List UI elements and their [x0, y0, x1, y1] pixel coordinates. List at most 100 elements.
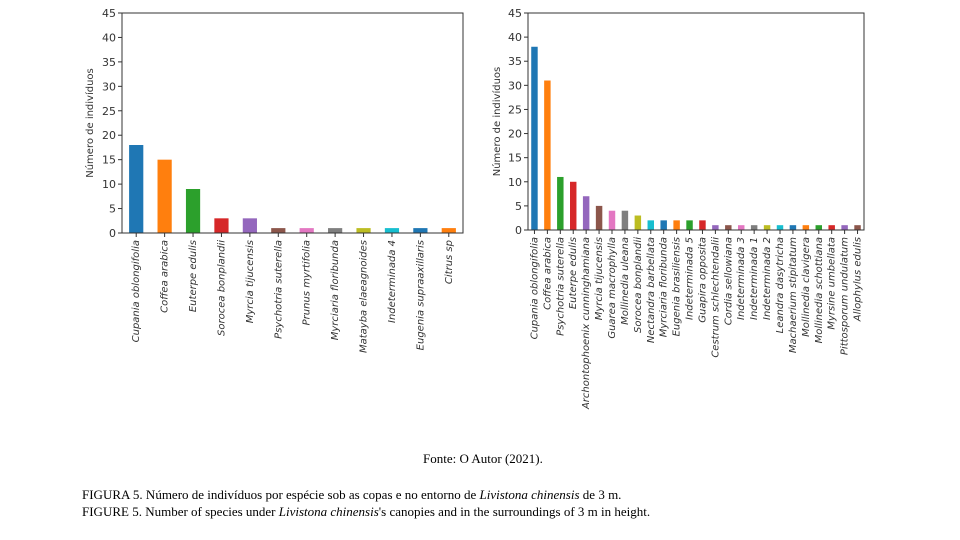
- y-tick-label-1-8: 35: [102, 56, 116, 69]
- x-tick-label-2-7: Guarea macrophylla: [607, 237, 618, 339]
- caption-en-species: Livistona chinensis: [278, 504, 379, 519]
- bar-1-5: [242, 218, 257, 233]
- x-tick-label-2-13: Indeterminada 5: [685, 237, 696, 320]
- y-tick-label-2-7: 30: [508, 79, 522, 92]
- x-tick-label-2-12: Eugenia brasiliensis: [672, 237, 683, 336]
- y-tick-label-1-10: 45: [102, 7, 116, 20]
- x-tick-label-2-26: Allophylus edulis: [853, 237, 864, 322]
- y-tick-label-2-1: 0: [515, 224, 522, 237]
- x-tick-label-2-8: Mollinedia uleana: [620, 237, 631, 325]
- caption-en-after: 's canopies and in the surroundings of 3…: [378, 504, 651, 519]
- y-tick-label-2-4: 15: [508, 152, 522, 165]
- axes-frame-1: [121, 12, 464, 234]
- bar-2-11: [660, 220, 667, 230]
- bar-2-22: [802, 225, 810, 230]
- bar-2-16: [725, 225, 732, 230]
- x-tick-label-1-8: Myrciaria floribunda: [330, 240, 341, 340]
- caption-en-before: FIGURE 5. Number of species under: [82, 504, 279, 519]
- x-tick-label-2-24: Myrsine umbellata: [827, 237, 838, 330]
- bar-2-23: [815, 225, 822, 230]
- bar-2-8: [621, 210, 629, 230]
- bar-1-1: [129, 145, 144, 233]
- bar-1-9: [356, 228, 371, 233]
- x-tick-label-2-17: Indeterminada 3: [736, 237, 747, 320]
- x-tick-label-1-3: Euterpe edulis: [188, 240, 199, 312]
- bar-1-7: [299, 228, 314, 233]
- bar-2-12: [673, 220, 680, 230]
- x-tick-label-2-1: Cupania oblongifolia: [529, 237, 540, 339]
- x-tick-label-1-4: Sorocea bonplandii: [216, 240, 227, 336]
- x-tick-label-2-11: Myrciaria floribunda: [659, 237, 670, 337]
- bar-2-18: [750, 225, 758, 230]
- x-tick-label-2-22: Mollinedia clavigera: [801, 237, 812, 337]
- bar-1-2: [157, 159, 172, 233]
- bar-1-4: [214, 218, 229, 233]
- caption-pt-species: Livistona chinensis: [479, 487, 580, 502]
- caption-english: FIGURE 5. Number of species under Livist…: [82, 504, 650, 520]
- x-tick-label-2-16: Cordia sellowiana: [723, 237, 734, 325]
- caption-pt-after: de 3 m.: [579, 487, 622, 502]
- y-tick-label-1-3: 10: [102, 178, 116, 191]
- bar-1-3: [185, 189, 201, 233]
- y-tick-label-2-10: 45: [508, 7, 522, 20]
- x-tick-label-2-2: Coffea arabica: [542, 237, 553, 310]
- x-tick-label-1-2: Coffea arabica: [160, 240, 171, 313]
- x-tick-label-2-21: Machaerium stipitatum: [788, 237, 799, 353]
- x-tick-label-2-25: Pittosporum undulatum: [840, 237, 851, 355]
- x-tick-label-2-5: Archontophoenix cunninghamiana: [581, 237, 592, 410]
- y-tick-label-1-6: 25: [102, 105, 116, 118]
- x-tick-label-1-7: Prunus myrtifolia: [302, 240, 313, 325]
- y-axis-label-1: Número de indivíduos: [84, 68, 96, 178]
- y-tick-label-1-1: 0: [109, 227, 116, 240]
- bar-2-21: [789, 225, 797, 230]
- bar-2-14: [699, 220, 706, 230]
- bar-2-15: [712, 225, 719, 230]
- bar-1-6: [271, 228, 286, 233]
- bar-2-1: [531, 46, 538, 231]
- bar-2-2: [544, 80, 551, 230]
- bar-2-10: [647, 220, 654, 230]
- axes-frame-2: [527, 12, 865, 231]
- x-tick-label-2-15: Cestrum schlechtendalii: [710, 237, 721, 358]
- x-tick-label-2-10: Nectandra barbellata: [646, 237, 657, 343]
- bar-1-8: [328, 228, 343, 233]
- bar-2-5: [582, 196, 590, 230]
- bar-1-11: [413, 228, 428, 233]
- y-tick-label-1-2: 5: [109, 203, 116, 216]
- source-note: Fonte: O Autor (2021).: [423, 451, 543, 466]
- bar-2-20: [776, 225, 784, 230]
- bar-2-17: [738, 225, 745, 230]
- x-tick-label-1-5: Myrcia tijucensis: [245, 240, 256, 323]
- x-tick-label-1-11: Eugenia supraaxillaris: [415, 240, 426, 350]
- y-tick-label-2-8: 35: [508, 55, 522, 68]
- y-tick-label-1-9: 40: [102, 31, 116, 44]
- y-axis-label-2: Número de indivíduos: [491, 67, 503, 177]
- y-tick-label-2-6: 25: [508, 103, 522, 116]
- x-tick-label-1-9: Matayba elaeagnoides: [359, 240, 370, 353]
- x-tick-label-2-20: Leandra dasytricha: [775, 237, 786, 333]
- x-tick-label-2-14: Guapira opposita: [697, 237, 708, 323]
- x-tick-label-2-18: Indeterminada 1: [749, 237, 760, 320]
- bar-2-25: [841, 225, 848, 230]
- caption-portuguese: FIGURA 5. Número de indivíduos por espéc…: [82, 487, 621, 503]
- y-tick-label-2-3: 10: [508, 176, 522, 189]
- bar-chart-1: 0 5 10 15 20 25 30 35 40 45 Número de indivíduos Cu…: [84, 7, 464, 353]
- bar-2-3: [557, 176, 564, 230]
- y-tick-label-2-5: 20: [508, 128, 522, 141]
- y-tick-label-1-5: 20: [102, 129, 116, 142]
- x-tick-label-1-6: Psychotria suterella: [273, 240, 284, 339]
- x-tick-label-2-23: Mollinedia schottiana: [814, 237, 825, 343]
- x-tick-label-1-12: Citrus sp: [444, 240, 455, 284]
- x-tick-label-1-1: Cupania oblongifolia: [131, 240, 142, 342]
- bar-1-12: [441, 228, 456, 233]
- bar-2-19: [763, 225, 771, 230]
- y-tick-label-1-7: 30: [102, 80, 116, 93]
- y-tick-label-1-4: 15: [102, 154, 116, 167]
- bar-2-6: [595, 205, 603, 230]
- bar-2-13: [686, 220, 693, 230]
- y-tick-label-2-9: 40: [508, 31, 522, 44]
- x-tick-label-1-10: Indeterminada 4: [387, 240, 398, 323]
- x-tick-label-2-6: Myrcia tijucensis: [594, 237, 605, 320]
- x-tick-label-2-9: Sorocea bonplandii: [633, 237, 644, 333]
- bar-2-7: [608, 210, 616, 230]
